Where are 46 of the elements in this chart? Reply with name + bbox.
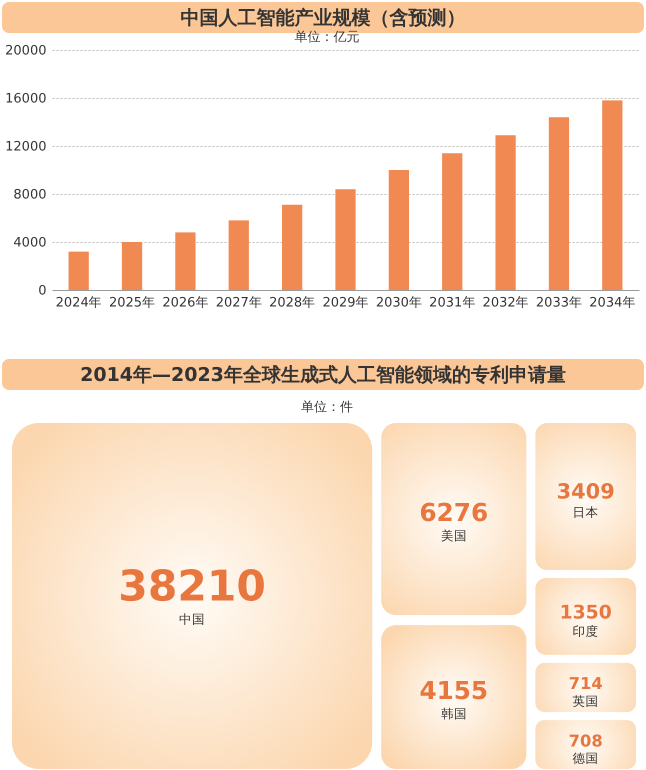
data-label: 38210 [118,562,266,612]
x-tick-label: 2032年 [482,296,529,310]
category-label: 中国 [179,611,206,626]
bar [335,189,356,290]
bar [228,220,249,290]
category-label: 日本 [572,504,599,520]
data-label: 3409 [556,479,615,504]
x-tick-label: 2028年 [269,296,316,310]
x-tick-label: 2026年 [162,296,208,310]
bar [495,135,516,290]
category-label: 美国 [440,528,467,544]
category-label: 韩国 [440,706,467,722]
data-label: 708 [568,731,603,750]
bar [442,153,462,290]
x-tick-label: 2029年 [322,296,369,310]
y-tick-label: 16000 [5,92,46,106]
bar [282,204,302,290]
text: 2014年—2023年全球生成式人工智能领域的专利申请量 [80,364,566,386]
x-tick-label: 2033年 [536,296,582,310]
x-tick-label: 2030年 [376,296,422,310]
bar [602,100,622,290]
y-tick-label: 0 [38,284,46,298]
chart-title: 中国人工智能产业规模（含预测） [180,7,466,29]
y-tick-label: 12000 [5,140,46,154]
y-tick-label: 4000 [13,236,46,250]
data-label: 714 [568,674,603,694]
bar [548,117,570,290]
category-label: 德国 [572,750,599,766]
x-tick-label: 2025年 [109,296,156,310]
bar [68,252,89,290]
x-tick-label: 2034年 [589,296,636,310]
data-label: 6276 [419,498,488,528]
y-tick-label: 8000 [13,188,46,202]
text: 单位：件 [301,400,353,415]
data-label: 1350 [560,602,612,624]
chart-subtitle: 单位：亿元 [294,30,360,45]
x-tick-label: 2031年 [429,296,476,310]
bar [175,232,196,290]
category-label: 英国 [572,694,599,709]
bar [388,170,410,290]
x-tick-label: 2027年 [216,296,262,310]
y-tick-label: 20000 [5,44,46,58]
bar [122,242,142,290]
x-tick-label: 2024年 [56,296,102,310]
data-label: 4155 [419,676,488,706]
category-label: 印度 [572,624,599,638]
